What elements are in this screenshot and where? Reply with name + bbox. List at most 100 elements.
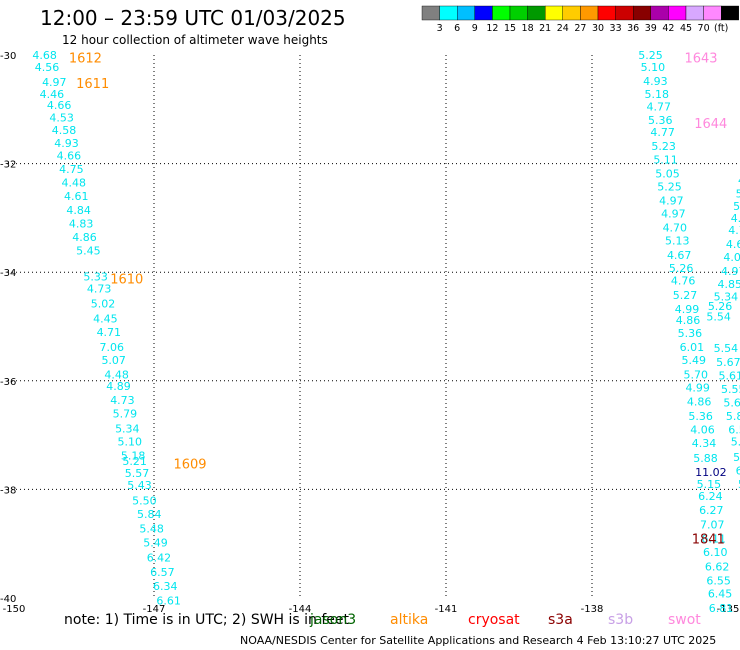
colorbar-swatch [562,5,581,21]
wave-height-point: 5.67 [716,356,740,369]
colorbar-label: 24 [557,23,569,34]
wave-height-point: 5.6 [736,187,740,200]
colorbar-label: 30 [592,23,604,34]
colorbar-swatch [527,5,546,21]
wave-height-point: 5.10 [118,436,143,449]
wave-height-point: 5.96 [733,200,740,213]
wave-height-point: 4.85 [731,212,740,225]
colorbar-label: 27 [574,23,586,34]
chart-note: note: 1) Time is in UTC; 2) SWH is in fe… [64,612,350,628]
wave-height-point: 4.06 [690,424,715,437]
colorbar-label: 36 [627,23,639,34]
wave-height-point: 5.49 [682,354,707,367]
wave-height-point: 5.49 [143,537,168,550]
wave-height-point: 6.24 [698,490,723,503]
satellite-legend-s3b: s3b [608,612,634,628]
colorbar-label: 42 [662,23,674,34]
wave-height-point: 5.18 [645,88,670,101]
wave-height-point: 4.86 [676,314,701,327]
satellite-legend-cryosat: cryosat [468,612,520,628]
pass-labels: 1612161116101609164316441641841841 [69,52,727,548]
wave-height-point: 5.26 [669,262,694,275]
colorbar-swatch [650,5,669,21]
wave-height-point: 6.10 [703,546,728,559]
colorbar-swatch [597,5,616,21]
wave-height-point: 4.53 [49,111,74,124]
wave-height-point: 6.42 [147,551,172,564]
wave-height-point: 6.57 [150,566,175,579]
wave-height-point: 5.66 [723,397,740,410]
colorbar-label: 21 [539,23,551,34]
wave-height-point: 5.84 [137,508,162,521]
colorbar-swatch [668,5,687,21]
colorbar-label: 45 [680,23,692,34]
wave-height-point: 4.99 [685,381,710,394]
wave-height-point: 5.55 [721,383,740,396]
wave-height-point: 5.25 [638,49,663,62]
satellite-legend-s3a: s3a [548,612,573,628]
wave-height-point: 4.86 [687,395,712,408]
y-tick-label: -32 [0,160,16,171]
wave-height-point: 4.34 [692,437,717,450]
colorbar-swatch [509,5,528,21]
x-tick-label: -147 [143,604,166,615]
wave-height-point: 5.54 [706,311,731,324]
pass-number-label: 1644 [694,117,727,132]
colorbar-swatch [439,5,458,21]
y-tick-label: -36 [0,377,16,388]
wave-height-point: 4.67 [667,249,692,262]
wave-height-point: 5.88 [693,452,718,465]
colorbar-swatch [633,5,652,21]
wave-height-point: 6.62 [705,561,730,574]
colorbar-label: (ft) [714,23,728,34]
wave-height-point: 4.61 [726,238,740,251]
wave-height-point: 5.33 [83,271,108,284]
wave-height-point: 5.10 [641,61,666,74]
wave-height-point: 4.73 [110,394,135,407]
wave-height-point: 5.79 [113,407,138,420]
y-tick-label: -30 [0,51,16,62]
colorbar-legend: 3 6 9 12 15 18 21 24 27 30 33 36 39 42 45 70 (ft) [421,5,740,34]
wave-height-point: 4.83 [69,217,94,230]
wave-height-point: 5.02 [91,298,116,311]
wave-height-point: 5.15 [697,478,722,491]
wave-height-point: 5.56 [733,451,740,464]
wave-height-point: 4.77 [650,126,675,139]
y-tick-label: -40 [0,594,16,605]
colorbar-swatch [457,5,476,21]
wave-height-point: 5.61 [719,369,740,382]
colorbar-label: 6 [454,23,460,34]
colorbar-swatch [421,5,440,21]
wave-height-point: 6.61 [156,595,181,608]
colorbar-swatch [721,5,740,21]
colorbar-swatch [703,5,722,21]
wave-height-point: 5.48 [139,522,164,535]
wave-height-point: 4.66 [57,149,82,162]
wave-height-point: 5.4 [738,478,740,491]
colorbar-label: 39 [645,23,657,34]
wave-height-point: 4.68 [32,49,57,62]
wave-height-point: 4.97 [42,76,67,89]
wave-height-point: 4.48 [62,177,87,190]
wave-height-point: 4.06 [723,251,740,264]
wave-height-point: 4.56 [35,61,60,74]
x-tick-label: -135 [717,604,740,615]
wave-height-point: 5.70 [683,368,708,381]
pass-number-label: 1841 [692,532,725,547]
wave-height-point: 4.77 [647,101,672,114]
colorbar-swatch [492,5,511,21]
wave-height-point: 5.50 [132,494,157,507]
wave-height-point: 6.45 [708,588,733,601]
wave-height-point: 5.45 [76,244,101,257]
colorbar-label: 12 [486,23,498,34]
wave-height-point: 4.97 [659,195,684,208]
wave-height-point: 4.46 [40,88,64,101]
colorbar-swatch [580,5,599,21]
wave-height-point: 6.11 [702,532,727,545]
chart-subtitle: 12 hour collection of altimeter wave hei… [62,33,328,47]
wave-height-point: 6.4 [736,464,740,477]
wave-height-point: 5.36 [648,114,673,127]
colorbar-label: 18 [522,23,534,34]
colorbar-swatch [615,5,634,21]
